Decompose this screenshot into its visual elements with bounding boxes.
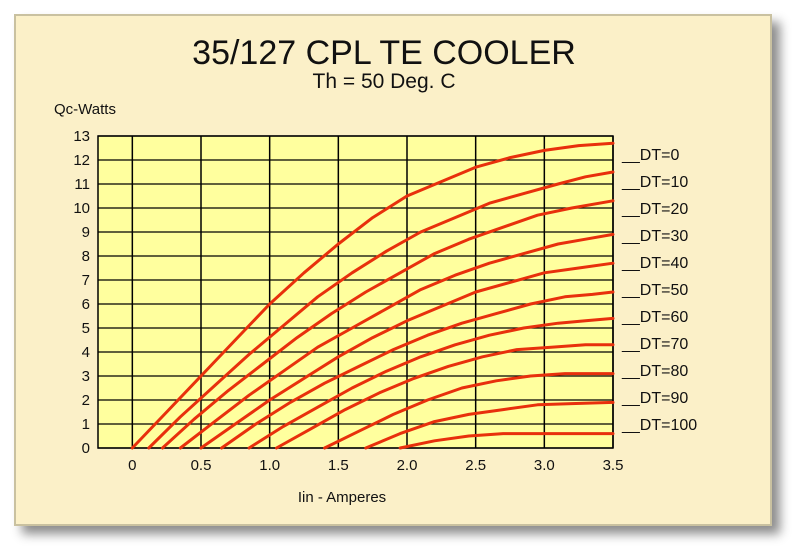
chart-title: 35/127 CPL TE COOLER: [192, 34, 576, 72]
series-line: [199, 261, 615, 450]
series-line: [364, 400, 615, 450]
y-tick-label: 3: [82, 368, 90, 385]
y-tick-label: 6: [82, 296, 90, 313]
legend-entry: __DT=20: [621, 201, 688, 218]
legend-entry: __DT=50: [621, 282, 688, 299]
series-line: [323, 372, 615, 450]
y-tick-label: 13: [73, 128, 90, 145]
legend-entry: __DT=90: [621, 390, 688, 407]
y-tick-label: 9: [82, 224, 90, 241]
y-tick-label: 1: [82, 416, 90, 433]
legend-entry: __DT=0: [621, 147, 679, 164]
x-axis-label: Iin - Amperes: [298, 489, 386, 506]
legend-entry: __DT=70: [621, 336, 688, 353]
x-tick-label: 0.5: [191, 457, 212, 474]
y-tick-label: 4: [82, 344, 90, 361]
legend-entry: __DT=80: [621, 363, 688, 380]
legend-entry: __DT=30: [621, 228, 688, 245]
legend-entry: __DT=100: [621, 417, 697, 434]
series-line: [178, 232, 615, 450]
series-line: [398, 432, 615, 450]
y-tick-label: 11: [74, 176, 90, 193]
y-tick-label: 10: [73, 200, 90, 217]
chart-subtitle: Th = 50 Deg. C: [313, 70, 456, 93]
series-line: [220, 290, 615, 450]
series-line: [130, 141, 615, 450]
y-tick-label: 8: [82, 248, 90, 265]
chart: 35/127 CPL TE COOLER Th = 50 Deg. C Qc-W…: [54, 34, 697, 506]
chart-card: 35/127 CPL TE COOLER Th = 50 Deg. C Qc-W…: [14, 14, 772, 526]
series-line: [247, 316, 615, 450]
legend-entry: __DT=10: [621, 174, 688, 191]
y-tick-label: 2: [82, 392, 90, 409]
x-tick-label: 3.5: [603, 457, 624, 474]
y-tick-label: 7: [82, 272, 90, 289]
x-tick-label: 0: [128, 457, 136, 474]
series-line: [275, 343, 615, 450]
series-line: [147, 170, 615, 450]
y-tick-label: 12: [73, 152, 90, 169]
y-axis-label: Qc-Watts: [54, 101, 116, 118]
x-tick-label: 1.0: [259, 457, 280, 474]
legend-entry: __DT=60: [621, 309, 688, 326]
x-tick-label: 1.5: [328, 457, 349, 474]
x-tick-label: 2.5: [465, 457, 486, 474]
x-tick-label: 3.0: [534, 457, 555, 474]
legend-entry: __DT=40: [621, 255, 688, 272]
series-line: [161, 199, 615, 450]
x-tick-label: 2.0: [397, 457, 418, 474]
y-tick-label: 5: [82, 320, 90, 337]
y-tick-label: 0: [82, 440, 90, 457]
